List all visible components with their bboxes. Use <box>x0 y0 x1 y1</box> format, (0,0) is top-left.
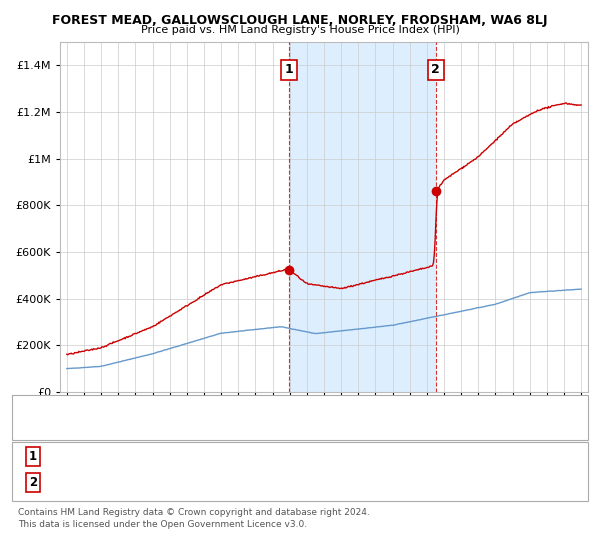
Text: 1: 1 <box>285 63 293 77</box>
Text: HPI: Average price, detached house, Cheshire West and Chester: HPI: Average price, detached house, Ches… <box>69 422 383 432</box>
Text: ———: ——— <box>24 420 65 435</box>
Text: 2: 2 <box>431 63 440 77</box>
Text: Price paid vs. HM Land Registry's House Price Index (HPI): Price paid vs. HM Land Registry's House … <box>140 25 460 35</box>
Text: FOREST MEAD, GALLOWSCLOUGH LANE, NORLEY, FRODSHAM, WA6 8LJ: FOREST MEAD, GALLOWSCLOUGH LANE, NORLEY,… <box>52 14 548 27</box>
Bar <box>289 42 436 392</box>
Text: This data is licensed under the Open Government Licence v3.0.: This data is licensed under the Open Gov… <box>18 520 307 529</box>
Text: 08-JUL-2016: 08-JUL-2016 <box>78 478 146 488</box>
Text: 88% ↑ HPI: 88% ↑ HPI <box>360 451 419 461</box>
Text: 21-DEC-2007: 21-DEC-2007 <box>78 451 152 461</box>
Text: £525,000: £525,000 <box>228 451 281 461</box>
Text: ———: ——— <box>24 403 65 418</box>
Text: £860,000: £860,000 <box>228 478 281 488</box>
Text: FOREST MEAD, GALLOWSCLOUGH LANE, NORLEY, FRODSHAM, WA6 8LJ (detached house: FOREST MEAD, GALLOWSCLOUGH LANE, NORLEY,… <box>69 405 503 416</box>
Text: 188% ↑ HPI: 188% ↑ HPI <box>360 478 427 488</box>
Text: Contains HM Land Registry data © Crown copyright and database right 2024.: Contains HM Land Registry data © Crown c… <box>18 508 370 517</box>
Text: 1: 1 <box>29 450 37 463</box>
Text: 2: 2 <box>29 476 37 489</box>
